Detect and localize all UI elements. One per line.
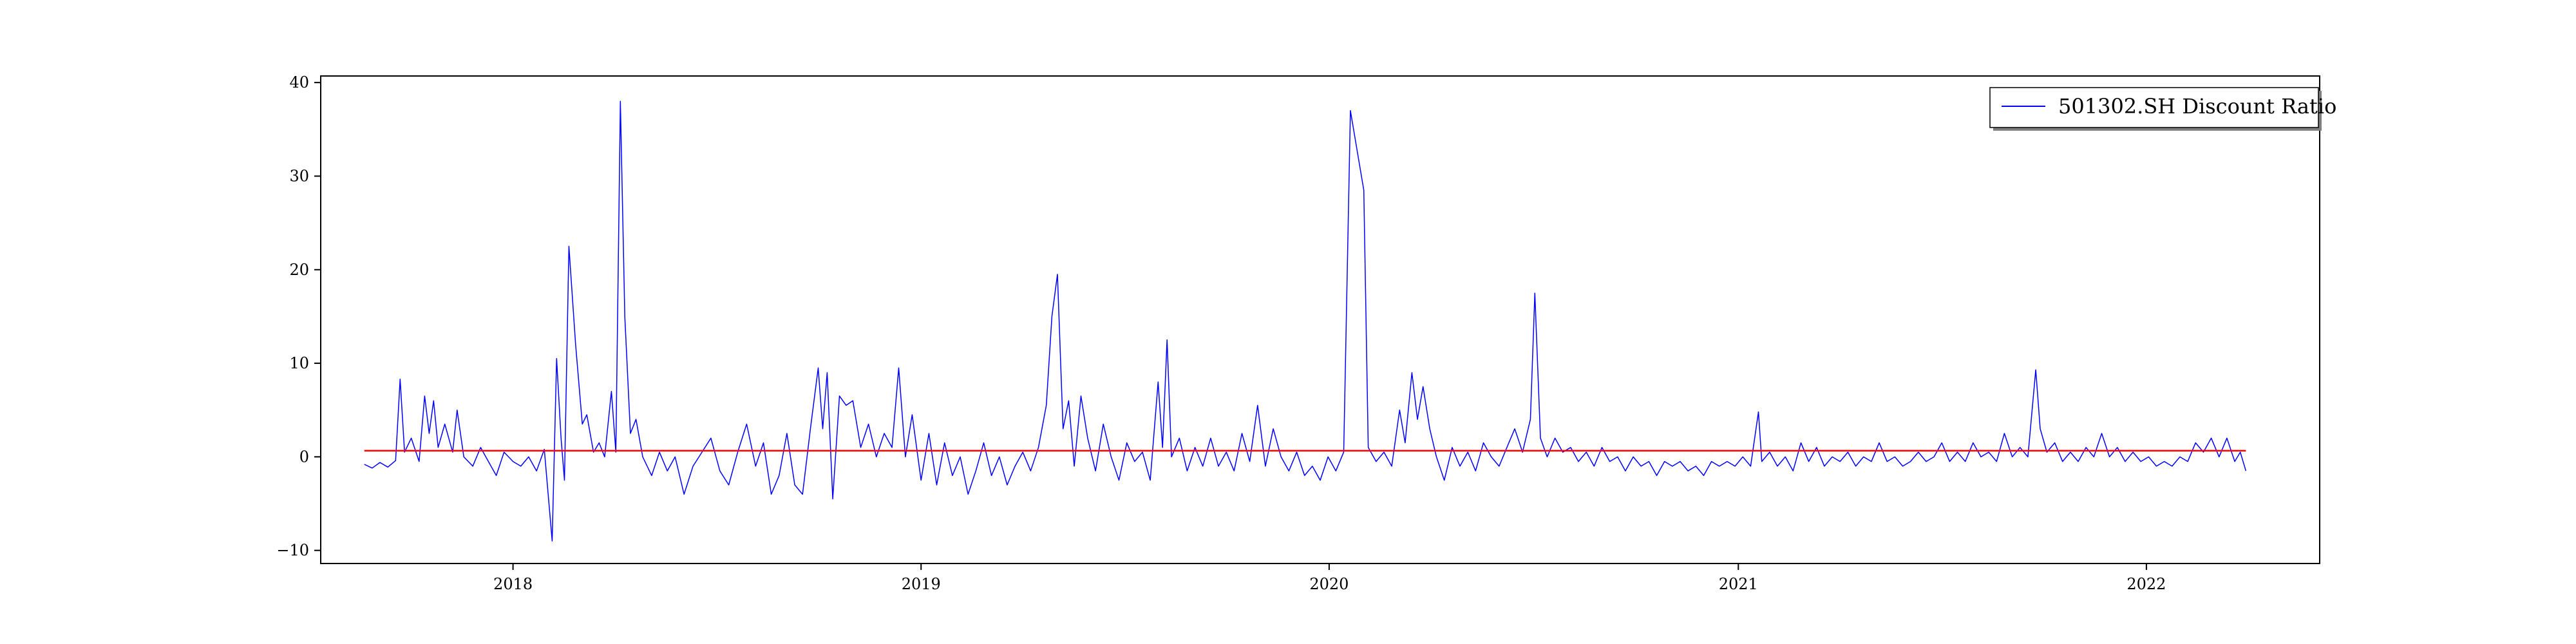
x-tick-label: 2021: [1719, 575, 1758, 593]
x-tick-label: 2019: [902, 575, 941, 593]
legend-label: 501302.SH Discount Ratio: [2058, 94, 2336, 118]
y-tick-label: 0: [299, 448, 309, 466]
y-tick-label: 30: [289, 167, 309, 185]
y-tick-label: −10: [276, 542, 309, 560]
plot-frame: [320, 75, 2320, 564]
y-tick-label: 40: [289, 73, 309, 91]
y-axis: −10 0 10 20 30 40: [276, 73, 321, 560]
x-tick-label: 2022: [2126, 575, 2166, 593]
legend-box: [1989, 87, 2319, 128]
y-tick-label: 10: [289, 354, 309, 372]
x-axis: 2018 2019 2020 2021 2022: [493, 564, 2166, 593]
x-tick-label: 2020: [1309, 575, 1349, 593]
series-line-discount-ratio: [364, 100, 2247, 542]
x-tick-label: 2018: [493, 575, 533, 593]
series-layer: [364, 100, 2247, 542]
y-tick-label: 20: [289, 261, 309, 279]
legend: 501302.SH Discount Ratio: [1989, 87, 2336, 131]
